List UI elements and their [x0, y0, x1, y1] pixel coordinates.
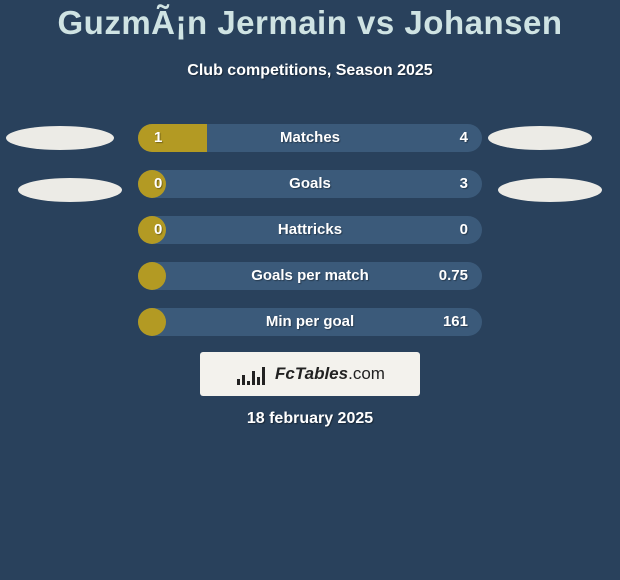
player-photo-placeholder: [488, 126, 592, 150]
stat-label: Matches: [138, 124, 482, 152]
stat-row: 0Goals3: [138, 170, 482, 198]
stat-value-right: 3: [460, 170, 468, 198]
bar-chart-icon: [235, 363, 269, 385]
stat-value-right: 4: [460, 124, 468, 152]
subtitle: Club competitions, Season 2025: [0, 62, 620, 80]
logo-tld: .com: [348, 364, 385, 383]
page-title: GuzmÃ¡n Jermain vs Johansen: [0, 4, 620, 42]
player-photo-placeholder: [498, 178, 602, 202]
stat-value-right: 0: [460, 216, 468, 244]
footer-date: 18 february 2025: [0, 410, 620, 428]
stat-row: 0Hattricks0: [138, 216, 482, 244]
stat-value-right: 161: [443, 308, 468, 336]
comparison-card: GuzmÃ¡n Jermain vs Johansen Club competi…: [0, 0, 620, 580]
player-photo-placeholder: [6, 126, 114, 150]
fctables-logo[interactable]: FcTables.com: [200, 352, 420, 396]
stat-label: Min per goal: [138, 308, 482, 336]
stat-row: 1Matches4: [138, 124, 482, 152]
stat-label: Goals per match: [138, 262, 482, 290]
player-photo-placeholder: [18, 178, 122, 202]
stat-row: Goals per match0.75: [138, 262, 482, 290]
stat-label: Hattricks: [138, 216, 482, 244]
stat-label: Goals: [138, 170, 482, 198]
logo-name: FcTables: [275, 364, 348, 383]
stat-row: Min per goal161: [138, 308, 482, 336]
logo-text: FcTables.com: [275, 364, 385, 384]
stat-value-right: 0.75: [439, 262, 468, 290]
